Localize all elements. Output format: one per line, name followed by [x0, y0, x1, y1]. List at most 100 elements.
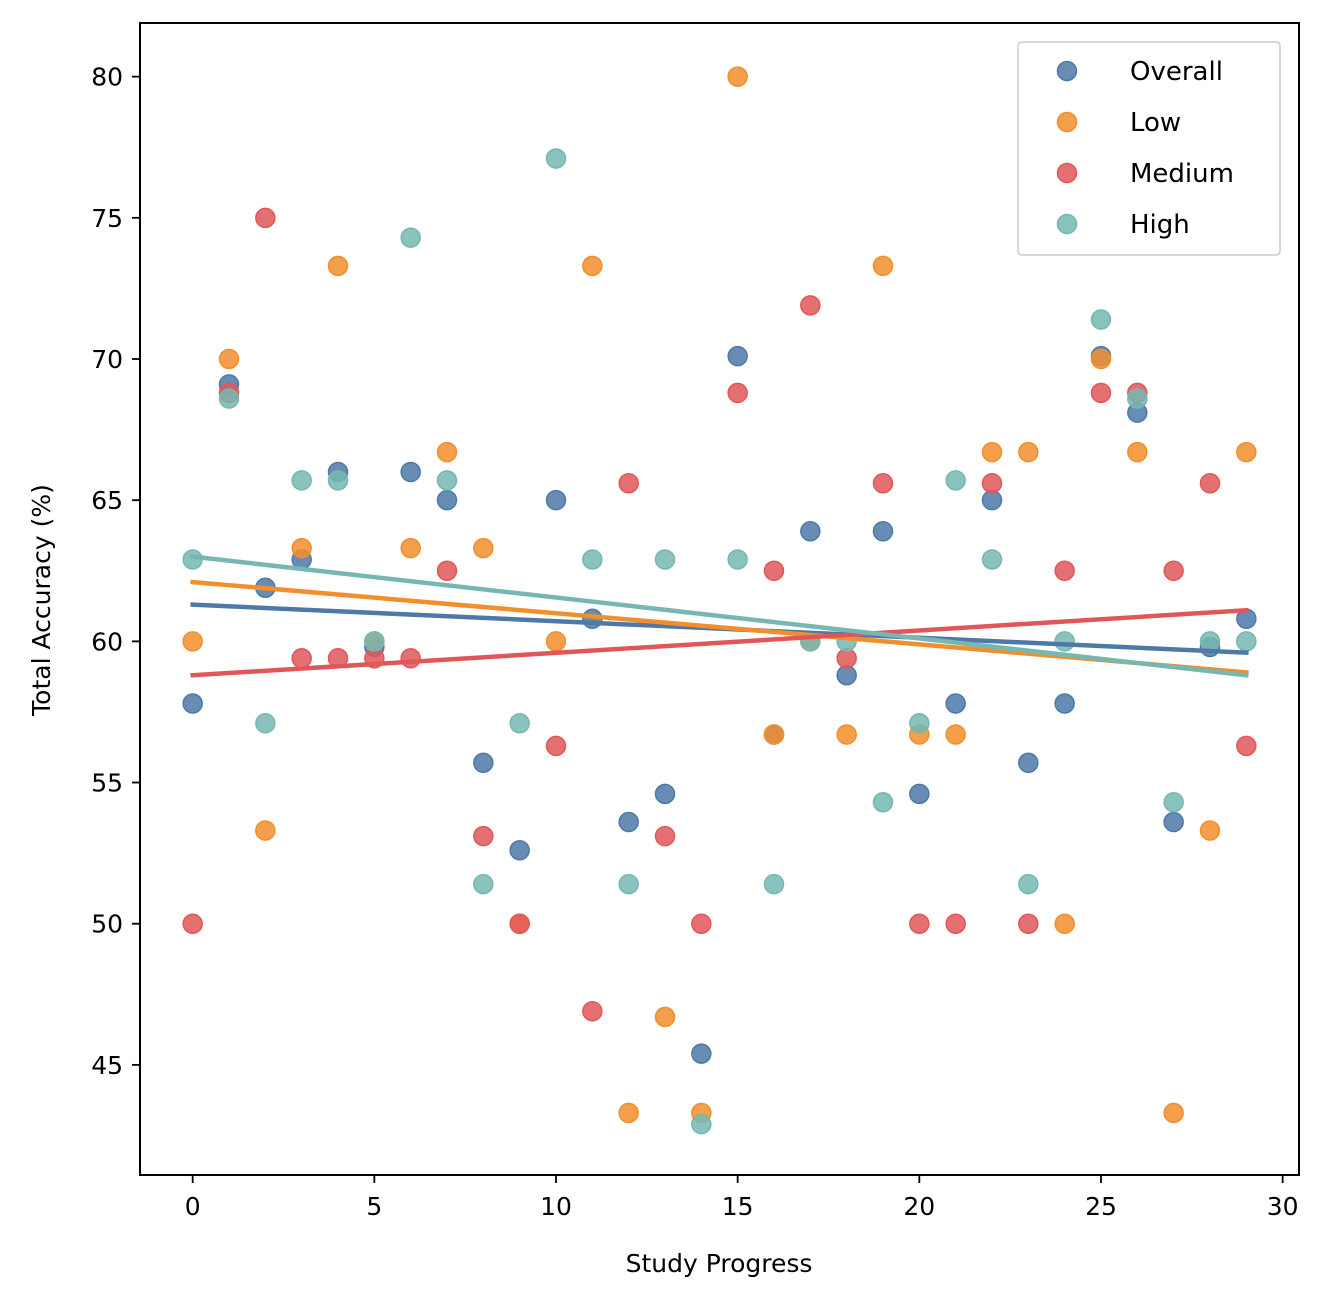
point-overall-22	[981, 489, 1003, 511]
point-medium-16	[763, 560, 785, 582]
point-low-25	[1090, 348, 1112, 370]
point-low-2	[255, 820, 276, 841]
point-medium-14	[691, 913, 712, 934]
point-high-28	[1199, 631, 1221, 652]
point-high-3	[291, 470, 312, 491]
point-overall-13	[654, 783, 676, 805]
point-high-9	[509, 712, 530, 734]
point-medium-15	[727, 382, 748, 404]
point-medium-6	[400, 648, 421, 669]
point-overall-24	[1054, 693, 1075, 714]
point-low-1	[218, 348, 240, 370]
point-low-27	[1163, 1102, 1184, 1124]
point-low-6	[400, 537, 421, 559]
point-high-4	[327, 470, 349, 491]
point-medium-21	[945, 913, 966, 934]
point-medium-12	[618, 472, 639, 494]
point-high-19	[872, 792, 894, 813]
point-high-22	[981, 549, 1003, 570]
point-medium-18	[836, 648, 857, 669]
y-tick-label: 65	[91, 486, 123, 515]
point-low-3	[291, 537, 312, 559]
point-high-23	[1018, 873, 1039, 895]
point-medium-13	[654, 825, 676, 847]
point-low-18	[836, 724, 857, 745]
point-high-16	[763, 873, 785, 895]
point-low-7	[436, 441, 458, 463]
point-medium-23	[1018, 913, 1039, 934]
legend-label-low: Low	[1130, 108, 1181, 138]
legend-label-overall: Overall	[1130, 57, 1223, 87]
series-high	[182, 148, 1257, 1135]
point-medium-28	[1199, 472, 1221, 494]
y-tick-label: 80	[91, 63, 123, 92]
y-tick-label: 50	[91, 910, 123, 939]
point-low-19	[872, 255, 894, 277]
chart-marks	[182, 66, 1257, 1135]
plot-frame	[139, 22, 1300, 1176]
point-overall-27	[1163, 811, 1184, 833]
legend-box	[1017, 41, 1281, 256]
point-high-11	[582, 549, 603, 570]
point-medium-7	[436, 560, 458, 582]
legend-marker-medium	[1056, 162, 1078, 184]
point-overall-19	[872, 520, 894, 542]
series-overall	[182, 345, 1257, 1064]
point-low-13	[654, 1006, 676, 1028]
point-overall-20	[909, 783, 930, 805]
point-high-26	[1127, 388, 1148, 409]
point-low-22	[981, 441, 1003, 463]
x-tick-label: 25	[1085, 1192, 1117, 1221]
point-overall-9	[509, 840, 530, 861]
point-medium-11	[582, 1000, 603, 1022]
legend-marker-low	[1056, 111, 1078, 133]
point-high-8	[473, 873, 494, 895]
point-high-1	[218, 388, 240, 409]
trendline-high	[190, 554, 1249, 678]
legend-label-medium: Medium	[1130, 159, 1234, 189]
point-medium-25	[1090, 382, 1112, 404]
x-axis: 0 5 10 15 20 25 30	[185, 1175, 1299, 1221]
point-overall-7	[436, 489, 458, 511]
point-high-6	[400, 227, 421, 248]
point-high-12	[618, 873, 639, 895]
y-axis-title: Total Accuracy (%)	[27, 484, 56, 717]
point-overall-8	[473, 752, 494, 774]
point-low-28	[1199, 820, 1221, 841]
point-medium-8	[473, 825, 494, 847]
point-high-15	[727, 549, 748, 570]
point-medium-9	[509, 913, 530, 934]
point-overall-23	[1018, 752, 1039, 774]
point-medium-20	[909, 913, 930, 934]
point-high-24	[1054, 631, 1075, 652]
x-tick-label: 15	[722, 1192, 754, 1221]
point-overall-14	[691, 1043, 712, 1064]
x-tick-label: 10	[540, 1192, 572, 1221]
point-low-23	[1018, 441, 1039, 463]
point-medium-3	[291, 648, 312, 669]
y-tick-label: 75	[91, 204, 123, 233]
x-axis-title: Study Progress	[626, 1249, 813, 1278]
point-high-7	[436, 470, 458, 491]
legend-label-high: High	[1130, 210, 1190, 240]
point-medium-2	[255, 207, 276, 229]
point-low-4	[327, 255, 349, 277]
point-low-21	[945, 724, 966, 745]
point-low-29	[1236, 441, 1257, 463]
y-tick-label: 55	[91, 769, 123, 798]
y-tick-label: 45	[91, 1051, 123, 1080]
point-low-12	[618, 1102, 639, 1124]
x-tick-label: 20	[903, 1192, 935, 1221]
point-medium-0	[182, 913, 203, 934]
legend-marker-high	[1056, 213, 1078, 235]
y-axis: 45 50 55 60 65 70 75 80	[91, 63, 140, 1080]
point-high-21	[945, 470, 966, 491]
point-low-15	[727, 66, 748, 87]
x-tick-label: 5	[366, 1192, 382, 1221]
point-high-2	[255, 712, 276, 734]
point-high-29	[1236, 631, 1257, 652]
point-high-5	[364, 631, 385, 652]
x-tick-label: 0	[185, 1192, 201, 1221]
point-overall-15	[727, 345, 748, 367]
